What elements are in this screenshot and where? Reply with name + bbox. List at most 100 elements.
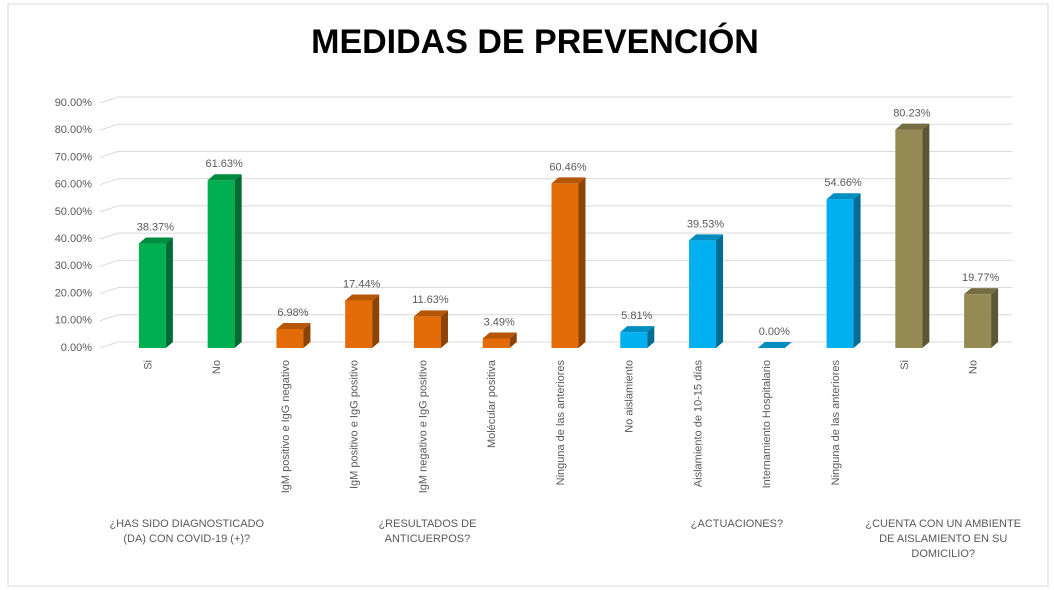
x-tick-label: Aislamiento de 10-15 días: [692, 360, 704, 488]
value-label: 80.23%: [893, 108, 931, 120]
value-label: 0.00%: [759, 326, 790, 338]
x-tick-label: IgM positivo e IgG negativo: [280, 360, 292, 493]
bar-side: [165, 237, 173, 348]
bar-side: [440, 310, 448, 348]
bar-side: [922, 123, 930, 349]
bar-front: [620, 332, 648, 348]
x-tick-label: Internamiento Hospitalario: [761, 360, 773, 488]
bar-front: [138, 243, 166, 348]
x-tick-label: No: [968, 360, 980, 374]
grid-line-side: [99, 96, 119, 104]
bar-side: [303, 322, 311, 348]
group-label: ¿ACTUACIONES?: [690, 518, 784, 530]
bar-front: [276, 328, 304, 348]
bar-front: [895, 129, 923, 348]
bar-front: [345, 300, 373, 348]
grid-line-side: [99, 123, 119, 131]
bar-front: [964, 294, 992, 348]
bar-side: [647, 326, 655, 348]
bar-front: [413, 316, 441, 348]
x-tick-label: Ninguna de las anteriores: [830, 360, 842, 486]
bar-top: [413, 310, 448, 317]
value-label: 38.37%: [137, 221, 175, 233]
y-tick-label: 0.00%: [61, 342, 92, 354]
grid-line-side: [99, 232, 119, 240]
x-tick-label: Ninguna de las anteriores: [555, 360, 567, 486]
group-label: ¿CUENTA CON UN AMBIENTE DE AISLAMIENTO E…: [865, 518, 1022, 560]
y-tick-label: 90.00%: [55, 97, 93, 109]
x-tick-label: Si: [142, 360, 154, 370]
value-label: 17.44%: [343, 278, 381, 290]
x-tick-label: No: [211, 360, 223, 374]
bar-top: [757, 342, 792, 348]
bar-top: [826, 193, 861, 200]
bar-front: [207, 180, 235, 348]
grid-line-side: [99, 150, 119, 158]
bar-side: [991, 288, 999, 348]
grid-line-side: [99, 178, 119, 186]
bar: [413, 310, 448, 348]
bar-side: [578, 177, 586, 348]
grid-line-side: [99, 205, 119, 213]
y-tick-label: 20.00%: [55, 287, 93, 299]
value-label: 39.53%: [687, 218, 725, 230]
x-tick-label: IgM negativo e IgG positivo: [417, 360, 429, 493]
bar-front: [482, 338, 510, 348]
grid-line-side: [99, 287, 119, 295]
y-tick-label: 50.00%: [55, 206, 93, 218]
bar-top: [620, 326, 655, 333]
bar: [689, 234, 724, 348]
chart-border: [7, 3, 1049, 587]
value-label: 6.98%: [277, 307, 308, 319]
bar: [482, 332, 517, 348]
value-label: 19.77%: [962, 272, 1000, 284]
bar-side: [716, 234, 724, 348]
value-label: 61.63%: [205, 158, 243, 170]
bar-top: [895, 123, 930, 130]
bar-top: [345, 294, 380, 301]
value-label: 3.49%: [484, 316, 515, 328]
bar-top: [964, 288, 999, 295]
grid-line-side: [99, 341, 119, 349]
value-label: 54.66%: [824, 177, 862, 189]
bar: [964, 288, 999, 348]
bar-front: [689, 240, 717, 348]
x-tick-label: No aislamiento: [624, 360, 636, 433]
bar: [757, 342, 792, 348]
bar-top: [551, 177, 586, 184]
bar-top: [276, 322, 311, 329]
y-tick-label: 80.00%: [55, 124, 93, 136]
bar: [345, 294, 380, 348]
group-label: ¿RESULTADOS DE ANTICUERPOS?: [378, 518, 477, 545]
bar: [620, 326, 655, 348]
y-tick-label: 10.00%: [55, 315, 93, 327]
value-label: 5.81%: [621, 310, 652, 322]
bar-top: [482, 332, 517, 339]
y-tick-label: 70.00%: [55, 151, 93, 163]
bar: [207, 174, 242, 348]
value-label: 60.46%: [549, 161, 587, 173]
bar: [551, 177, 586, 348]
x-tick-label: Molécular positiva: [486, 359, 498, 448]
bar-top: [207, 174, 242, 181]
bar-side: [234, 174, 242, 348]
grid-line-side: [99, 314, 119, 322]
y-tick-label: 30.00%: [55, 260, 93, 272]
x-tick-label: Si: [899, 360, 911, 370]
y-tick-label: 60.00%: [55, 179, 93, 191]
bar: [138, 237, 173, 348]
y-tick-label: 40.00%: [55, 233, 93, 245]
bar-front: [826, 199, 854, 348]
bar-top: [689, 234, 724, 241]
bar-front: [551, 183, 579, 348]
x-tick-label: IgM positivo e IgG positivo: [349, 360, 361, 489]
group-label: ¿HAS SIDO DIAGNOSTICADO (DA) CON COVID-1…: [109, 518, 265, 545]
bar: [276, 322, 311, 348]
bar-top: [138, 237, 173, 244]
grid-line-side: [99, 259, 119, 267]
value-label: 11.63%: [412, 294, 449, 306]
bar-side: [853, 193, 861, 348]
bar-side: [372, 294, 380, 348]
